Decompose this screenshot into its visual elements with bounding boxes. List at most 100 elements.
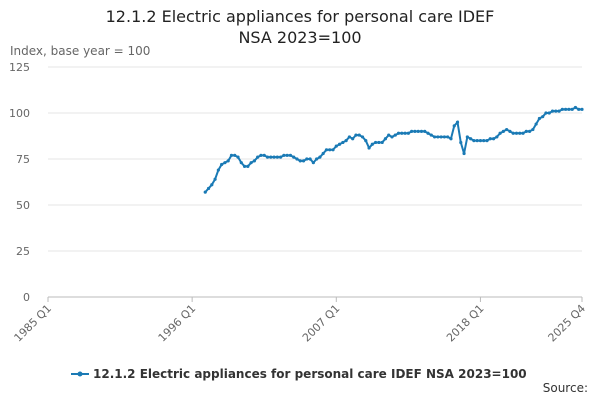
- data-point: [446, 135, 450, 139]
- data-point: [514, 131, 519, 135]
- data-point: [285, 153, 289, 157]
- data-point: [410, 129, 414, 133]
- data-point: [541, 115, 545, 119]
- data-point: [567, 107, 571, 111]
- data-point: [423, 129, 427, 133]
- data-point: [400, 131, 404, 135]
- x-tick-label: 2025 Q4: [546, 302, 589, 345]
- data-point: [482, 139, 486, 143]
- data-point: [537, 116, 542, 121]
- y-tick-label: 75: [16, 153, 30, 166]
- data-point: [210, 183, 214, 187]
- data-point: [406, 131, 410, 135]
- data-point: [524, 129, 528, 133]
- data-point: [206, 186, 211, 191]
- data-point: [226, 159, 230, 163]
- data-point: [442, 135, 447, 139]
- data-point: [220, 162, 224, 167]
- data-point: [328, 148, 332, 152]
- data-point: [554, 109, 558, 113]
- data-point: [351, 137, 355, 141]
- data-point: [390, 135, 394, 139]
- y-tick-label: 25: [16, 245, 30, 258]
- data-point: [560, 107, 564, 111]
- data-point: [508, 129, 512, 133]
- data-point: [360, 135, 365, 139]
- data-point: [472, 139, 476, 143]
- data-point: [383, 137, 388, 141]
- data-point: [229, 153, 234, 157]
- data-point: [305, 157, 309, 161]
- data-point: [478, 139, 483, 143]
- data-point: [387, 133, 391, 137]
- data-point: [259, 153, 263, 157]
- data-point: [550, 109, 555, 113]
- data-point: [521, 131, 525, 135]
- y-tick-label: 100: [9, 107, 30, 120]
- data-point: [288, 153, 293, 157]
- data-point: [357, 133, 361, 137]
- data-point: [272, 155, 276, 159]
- data-point: [547, 111, 551, 115]
- data-point: [380, 140, 384, 145]
- data-point: [432, 135, 437, 139]
- data-point: [242, 164, 247, 168]
- data-point: [315, 157, 319, 161]
- data-point: [275, 155, 279, 159]
- data-point: [501, 129, 505, 133]
- data-point: [295, 157, 299, 161]
- data-point: [403, 131, 407, 135]
- data-point: [377, 140, 381, 145]
- x-tick-label: 1985 Q1: [12, 302, 55, 345]
- data-point: [262, 153, 266, 157]
- data-point: [341, 140, 345, 145]
- legend-marker: [77, 371, 83, 377]
- x-tick-label: 2018 Q1: [444, 302, 487, 345]
- data-point: [534, 122, 538, 126]
- data-point: [505, 127, 509, 132]
- chart-title: 12.1.2 Electric appliances for personal …: [105, 7, 495, 47]
- data-point: [452, 124, 456, 128]
- data-point: [393, 133, 397, 137]
- data-point: [544, 111, 548, 115]
- data-point: [488, 137, 492, 141]
- data-point: [298, 159, 302, 163]
- data-point: [491, 137, 496, 141]
- data-point: [557, 109, 561, 113]
- data-point: [324, 148, 329, 152]
- data-point: [216, 168, 220, 172]
- data-point: [301, 159, 306, 163]
- data-point: [256, 155, 260, 159]
- data-point: [311, 161, 315, 165]
- data-point: [308, 157, 312, 161]
- data-point: [459, 140, 463, 145]
- data-point: [577, 107, 581, 111]
- data-point: [455, 120, 460, 124]
- data-point: [344, 139, 348, 143]
- data-point: [233, 153, 237, 157]
- y-tick-label: 125: [9, 61, 30, 74]
- data-point: [265, 155, 270, 159]
- y-tick-label: 0: [23, 291, 30, 304]
- data-point: [331, 148, 335, 152]
- data-point: [426, 131, 430, 135]
- data-point: [239, 161, 243, 165]
- data-point: [580, 107, 584, 111]
- data-point: [337, 142, 342, 146]
- data-point: [252, 159, 256, 163]
- data-point: [570, 107, 574, 111]
- data-point: [531, 127, 535, 132]
- data-point: [465, 135, 469, 139]
- data-point: [429, 133, 433, 137]
- data-point: [462, 151, 466, 156]
- source: Source:: [543, 381, 588, 395]
- data-point: [269, 155, 273, 159]
- data-point: [282, 153, 286, 157]
- data-line: [204, 106, 582, 193]
- data-point: [475, 139, 479, 143]
- x-tick-label: 1996 Q1: [156, 302, 199, 345]
- data-point: [413, 129, 417, 133]
- data-point: [279, 155, 283, 159]
- data-point: [573, 105, 578, 110]
